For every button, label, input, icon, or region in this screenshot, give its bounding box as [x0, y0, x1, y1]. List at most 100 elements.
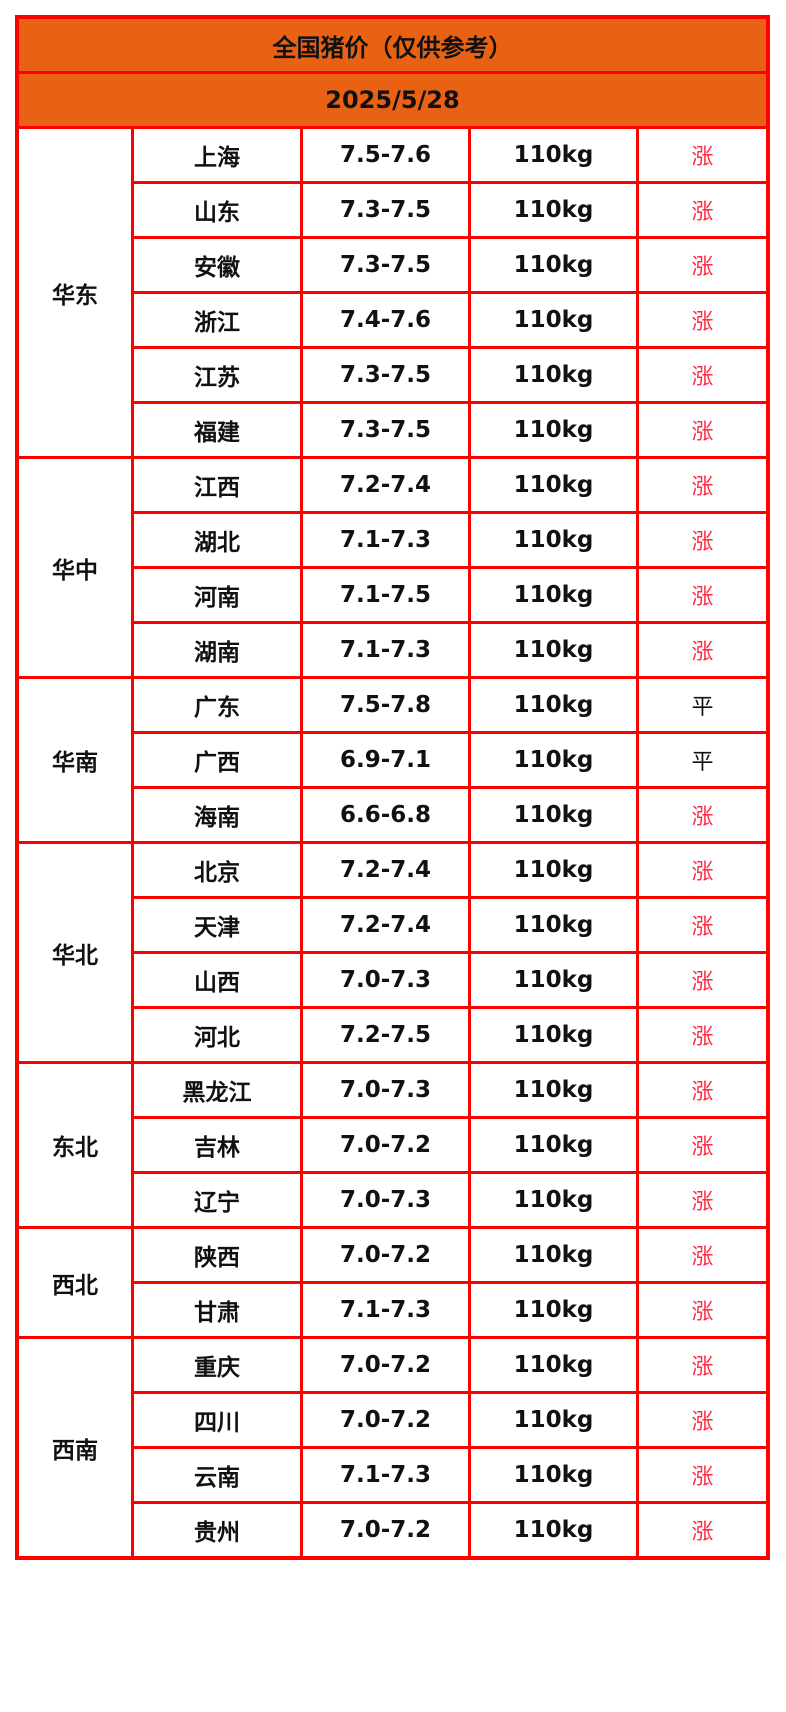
- province-cell: 北京: [131, 841, 303, 899]
- table-row: 四川 7.0-7.2 110kg 涨: [17, 1391, 770, 1449]
- region-cell: 华南: [15, 676, 134, 844]
- weight-cell: 110kg: [468, 181, 639, 239]
- weight-cell: 110kg: [468, 1226, 639, 1284]
- price-cell: 7.3-7.5: [300, 236, 471, 294]
- price-cell: 7.0-7.2: [300, 1336, 471, 1394]
- weight-cell: 110kg: [468, 1391, 639, 1449]
- province-cell: 四川: [131, 1391, 303, 1449]
- table-row: 西北 陕西 7.0-7.2 110kg 涨: [15, 1226, 770, 1339]
- pig-price-table: 全国猪价（仅供参考） 2025/5/28 华东 上海 7.5-7.6 110kg 涨山东…: [15, 15, 770, 1560]
- table-row: 西南 重庆 7.0-7.2 110kg 涨: [15, 1336, 770, 1560]
- trend-cell: 涨: [636, 1281, 770, 1339]
- table-row: 安徽 7.3-7.5 110kg 涨: [17, 236, 770, 294]
- price-cell: 7.1-7.3: [300, 621, 471, 679]
- table-row: 甘肃 7.1-7.3 110kg 涨: [17, 1281, 770, 1339]
- table-row: 华北 北京 7.2-7.4 110kg 涨: [15, 841, 770, 1064]
- weight-cell: 110kg: [468, 896, 639, 954]
- weight-cell: 110kg: [468, 1061, 639, 1119]
- weight-cell: 110kg: [468, 621, 639, 679]
- table-title: 全国猪价（仅供参考）: [15, 15, 770, 74]
- province-cell: 浙江: [131, 291, 303, 349]
- trend-cell: 涨: [636, 1171, 770, 1229]
- weight-cell: 110kg: [468, 511, 639, 569]
- price-cell: 7.0-7.3: [300, 1061, 471, 1119]
- province-cell: 江苏: [131, 346, 303, 404]
- weight-cell: 110kg: [468, 1336, 639, 1394]
- price-cell: 7.5-7.6: [300, 126, 471, 184]
- trend-cell: 涨: [636, 1391, 770, 1449]
- trend-cell: 涨: [636, 291, 770, 349]
- table-row: 福建 7.3-7.5 110kg 涨: [17, 401, 770, 459]
- price-cell: 6.6-6.8: [300, 786, 471, 844]
- price-cell: 7.1-7.3: [300, 1281, 471, 1339]
- table-row: 山西 7.0-7.3 110kg 涨: [17, 951, 770, 1009]
- table-row: 华中 江西 7.2-7.4 110kg 涨: [15, 456, 770, 679]
- price-cell: 7.1-7.5: [300, 566, 471, 624]
- trend-cell: 涨: [636, 621, 770, 679]
- province-cell: 江西: [131, 456, 303, 514]
- weight-cell: 110kg: [468, 1006, 639, 1064]
- trend-cell: 平: [636, 731, 770, 789]
- table-row: 湖南 7.1-7.3 110kg 涨: [17, 621, 770, 679]
- weight-cell: 110kg: [468, 346, 639, 404]
- province-cell: 广西: [131, 731, 303, 789]
- table-row: 山东 7.3-7.5 110kg 涨: [17, 181, 770, 239]
- table-row: 海南 6.6-6.8 110kg 涨: [17, 786, 770, 844]
- weight-cell: 110kg: [468, 1446, 639, 1504]
- province-cell: 湖北: [131, 511, 303, 569]
- price-cell: 7.5-7.8: [300, 676, 471, 734]
- region-cell: 西北: [15, 1226, 134, 1339]
- trend-cell: 涨: [636, 951, 770, 1009]
- trend-cell: 涨: [636, 1336, 770, 1394]
- province-cell: 海南: [131, 786, 303, 844]
- price-cell: 7.1-7.3: [300, 1446, 471, 1504]
- province-cell: 山西: [131, 951, 303, 1009]
- price-cell: 7.1-7.3: [300, 511, 471, 569]
- table-row: 河南 7.1-7.5 110kg 涨: [17, 566, 770, 624]
- trend-cell: 涨: [636, 511, 770, 569]
- weight-cell: 110kg: [468, 731, 639, 789]
- region-cell: 华中: [15, 456, 134, 679]
- province-cell: 广东: [131, 676, 303, 734]
- trend-cell: 涨: [636, 126, 770, 184]
- weight-cell: 110kg: [468, 291, 639, 349]
- weight-cell: 110kg: [468, 126, 639, 184]
- province-cell: 福建: [131, 401, 303, 459]
- trend-cell: 涨: [636, 236, 770, 294]
- region-cell: 华北: [15, 841, 134, 1064]
- weight-cell: 110kg: [468, 1171, 639, 1229]
- price-cell: 7.0-7.3: [300, 951, 471, 1009]
- table-row: 吉林 7.0-7.2 110kg 涨: [17, 1116, 770, 1174]
- province-cell: 黑龙江: [131, 1061, 303, 1119]
- trend-cell: 涨: [636, 1006, 770, 1064]
- province-cell: 贵州: [131, 1501, 303, 1560]
- price-cell: 7.0-7.2: [300, 1116, 471, 1174]
- table-row: 河北 7.2-7.5 110kg 涨: [17, 1006, 770, 1064]
- table-row: 贵州 7.0-7.2 110kg 涨: [17, 1501, 770, 1560]
- province-cell: 上海: [131, 126, 303, 184]
- price-cell: 7.4-7.6: [300, 291, 471, 349]
- region-cell: 华东: [15, 126, 134, 459]
- region-cell: 西南: [15, 1336, 134, 1560]
- price-cell: 7.2-7.5: [300, 1006, 471, 1064]
- province-cell: 重庆: [131, 1336, 303, 1394]
- province-cell: 河南: [131, 566, 303, 624]
- trend-cell: 涨: [636, 841, 770, 899]
- weight-cell: 110kg: [468, 566, 639, 624]
- price-cell: 7.0-7.3: [300, 1171, 471, 1229]
- province-cell: 陕西: [131, 1226, 303, 1284]
- trend-cell: 涨: [636, 1116, 770, 1174]
- table-row: 湖北 7.1-7.3 110kg 涨: [17, 511, 770, 569]
- price-cell: 7.3-7.5: [300, 401, 471, 459]
- price-cell: 7.3-7.5: [300, 181, 471, 239]
- price-cell: 7.2-7.4: [300, 841, 471, 899]
- trend-cell: 平: [636, 676, 770, 734]
- table-row: 广西 6.9-7.1 110kg 平: [17, 731, 770, 789]
- weight-cell: 110kg: [468, 236, 639, 294]
- weight-cell: 110kg: [468, 1281, 639, 1339]
- region-cell: 东北: [15, 1061, 134, 1229]
- province-cell: 辽宁: [131, 1171, 303, 1229]
- table-row: 浙江 7.4-7.6 110kg 涨: [17, 291, 770, 349]
- table-row: 华东 上海 7.5-7.6 110kg 涨: [15, 126, 770, 459]
- price-cell: 7.0-7.2: [300, 1501, 471, 1560]
